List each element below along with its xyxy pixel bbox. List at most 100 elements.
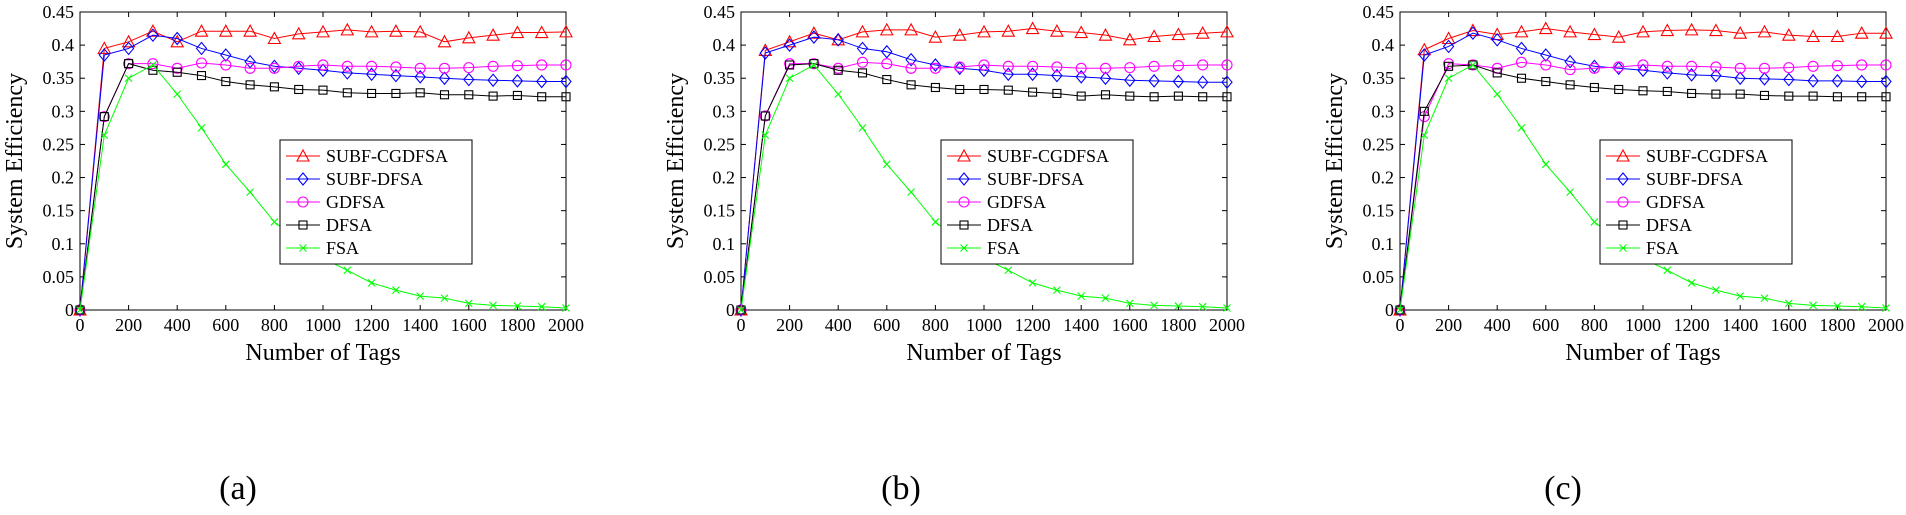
series-line <box>740 28 1228 311</box>
data-point <box>1221 75 1233 90</box>
data-point <box>487 73 499 88</box>
data-point <box>1172 74 1185 89</box>
x-tick-label: 400 <box>825 315 852 335</box>
data-point <box>1711 89 1721 99</box>
data-point <box>1443 58 1455 70</box>
data-point <box>291 26 306 40</box>
data-point <box>1171 27 1186 41</box>
data-point <box>1661 60 1673 72</box>
data-point <box>759 46 772 60</box>
data-point <box>809 59 819 69</box>
data-point <box>1197 59 1209 71</box>
data-point <box>1125 299 1134 308</box>
x-tick-label: 0 <box>1396 315 1405 335</box>
data-point <box>1077 292 1086 300</box>
y-tick-label: 0 <box>726 300 735 320</box>
legend-entry: SUBF-CGDFSA <box>947 146 1109 166</box>
data-point <box>246 188 254 197</box>
legend-entry: FSA <box>286 238 359 258</box>
data-point <box>1025 21 1040 35</box>
x-tick-label: 800 <box>922 315 949 335</box>
data-point <box>1492 68 1502 78</box>
data-point <box>414 70 426 84</box>
series-line <box>1399 61 1886 311</box>
data-point <box>1004 266 1013 275</box>
x-tick-label: 1400 <box>402 315 438 335</box>
data-point <box>147 58 159 70</box>
data-point <box>1491 32 1503 47</box>
y-tick-label: 0.35 <box>704 68 736 88</box>
data-point <box>1541 160 1550 169</box>
data-point <box>1857 302 1866 311</box>
data-point <box>1855 74 1868 89</box>
data-point <box>832 32 844 47</box>
x-axis-label: Number of Tags <box>245 340 400 366</box>
data-point <box>342 88 352 98</box>
x-tick-label: 1800 <box>499 315 535 335</box>
legend-marker <box>960 244 968 252</box>
x-tick-label: 400 <box>164 315 191 335</box>
data-point <box>1099 71 1112 86</box>
data-point <box>881 44 893 59</box>
data-point <box>1147 29 1162 43</box>
legend-label: FSA <box>1646 238 1679 258</box>
x-tick-label: 200 <box>776 315 803 335</box>
data-point <box>1882 304 1890 312</box>
data-point <box>195 41 208 56</box>
data-point <box>1149 92 1159 102</box>
data-point <box>537 92 547 102</box>
data-point <box>1100 90 1111 100</box>
data-point <box>197 124 206 132</box>
data-point <box>367 278 376 287</box>
data-point <box>559 24 573 38</box>
data-point <box>1614 84 1624 95</box>
data-point <box>463 72 475 87</box>
data-point <box>1195 26 1210 39</box>
data-point <box>882 160 891 169</box>
data-point <box>1638 86 1648 96</box>
data-point <box>1172 60 1184 72</box>
data-point <box>244 54 256 69</box>
data-point <box>1098 28 1113 41</box>
data-point <box>761 131 770 140</box>
data-point <box>1517 124 1526 132</box>
data-point <box>196 71 207 81</box>
data-point <box>955 84 965 95</box>
data-point <box>486 28 501 41</box>
data-point <box>244 62 256 74</box>
data-point <box>390 61 402 73</box>
chart-panel-b: 0 200 400 600 800 1000 1200 1400 1600 1800 2000 0 0.… <box>661 0 1281 515</box>
data-point <box>1806 29 1821 43</box>
data-point <box>1613 61 1625 73</box>
legend-label: SUBF-CGDFSA <box>987 146 1109 166</box>
data-point <box>97 41 112 54</box>
data-point <box>1807 74 1819 88</box>
data-point <box>1758 72 1771 86</box>
data-point <box>1540 59 1552 71</box>
series-subf-cgdfsa <box>734 21 1234 316</box>
data-point <box>269 82 279 92</box>
legend-marker <box>958 196 970 208</box>
x-tick-label: 1400 <box>1063 315 1099 335</box>
data-point <box>1708 23 1723 37</box>
data-point <box>98 48 111 62</box>
data-point <box>858 124 867 132</box>
data-point <box>1420 131 1429 140</box>
data-point <box>1563 24 1578 38</box>
series-dfsa <box>736 59 1232 315</box>
data-point <box>1493 90 1502 99</box>
legend-entry: SUBF-DFSA <box>947 169 1084 189</box>
chart-caption-b: (b) <box>881 470 921 507</box>
legend-marker <box>298 220 308 230</box>
data-point <box>439 90 450 100</box>
data-point <box>1419 106 1429 116</box>
legend-entry: FSA <box>1606 238 1679 258</box>
legend-marker <box>958 172 970 186</box>
data-point <box>1832 92 1842 102</box>
legend-label: DFSA <box>1646 215 1692 235</box>
data-point <box>195 57 208 69</box>
legend-entry: GDFSA <box>947 192 1046 212</box>
data-point <box>390 68 402 83</box>
data-point <box>929 62 941 74</box>
data-point <box>907 188 915 197</box>
